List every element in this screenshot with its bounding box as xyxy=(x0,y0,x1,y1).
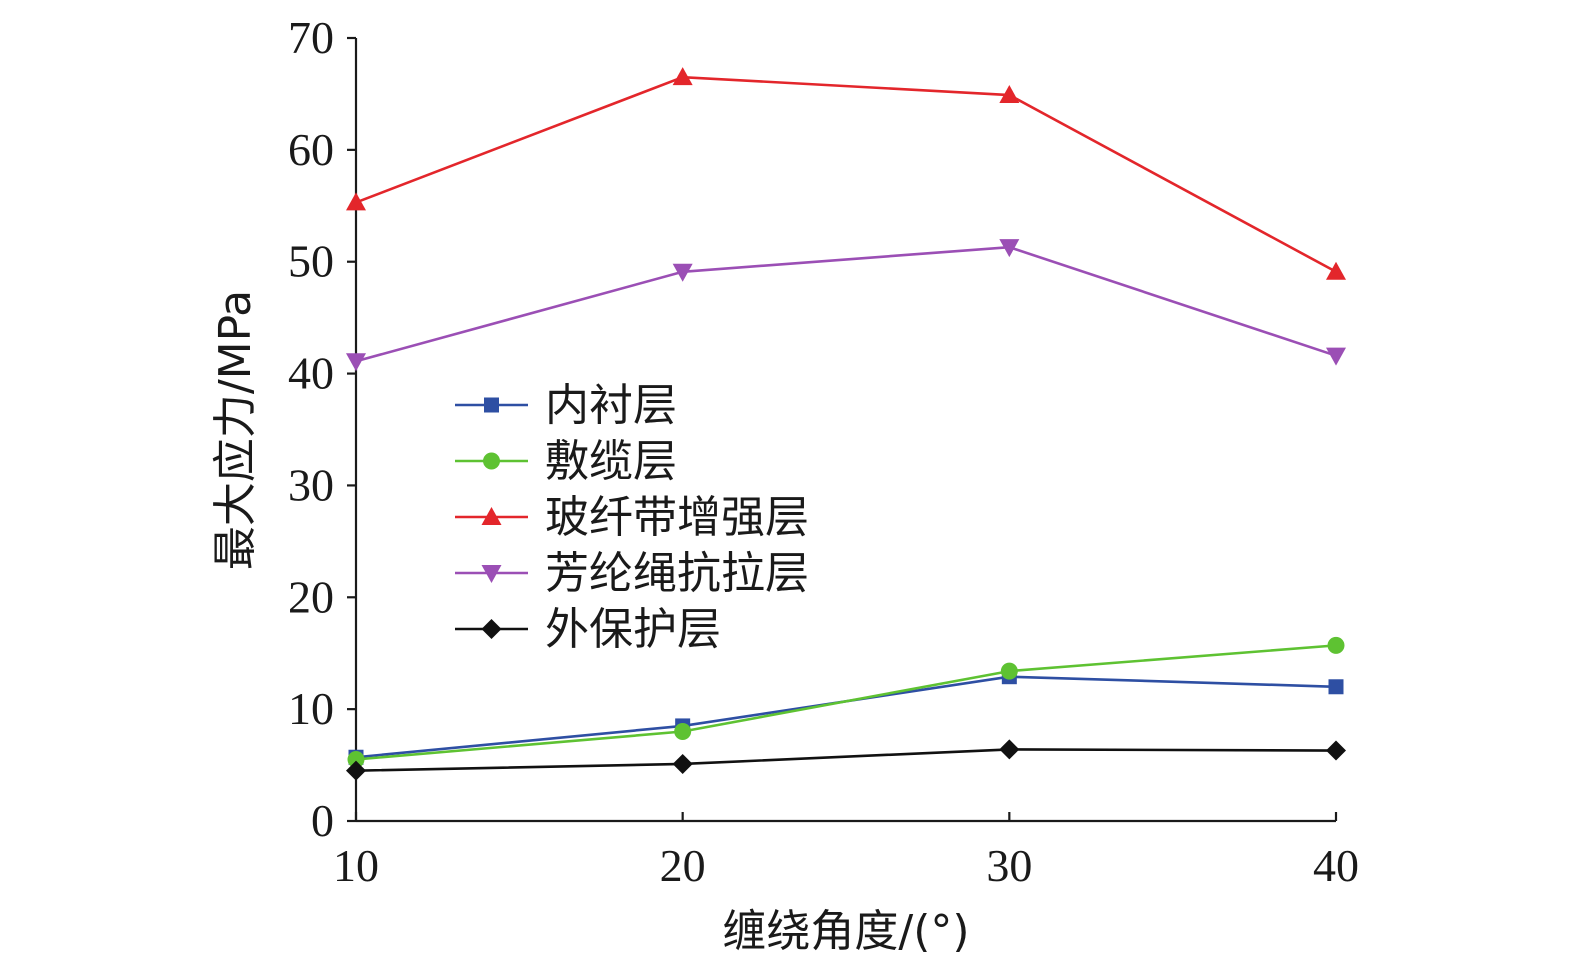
series-line xyxy=(355,644,1337,761)
data-point xyxy=(346,192,366,211)
y-tick-label: 70 xyxy=(288,12,334,63)
data-point xyxy=(672,753,693,774)
y-tick-label: 0 xyxy=(311,795,334,846)
y-tick-label: 40 xyxy=(288,348,334,399)
series-line xyxy=(355,748,1337,772)
y-tick-label: 10 xyxy=(288,683,334,734)
data-point xyxy=(1326,347,1346,366)
x-tick-label: 30 xyxy=(986,840,1032,891)
series-layer xyxy=(346,67,1346,781)
data-point xyxy=(674,723,692,741)
legend-marker xyxy=(484,397,499,413)
legend-label: 外保护层 xyxy=(545,604,721,655)
data-point xyxy=(1327,636,1345,654)
y-tick-label: 20 xyxy=(288,571,334,622)
data-point xyxy=(346,760,366,781)
legend-label: 敷缆层 xyxy=(545,436,677,487)
data-point xyxy=(346,353,366,372)
y-axis-title: 最大应力/MPa xyxy=(210,290,261,570)
legend-item: 内衬层 xyxy=(455,380,677,431)
legend-marker xyxy=(483,452,500,470)
series-line xyxy=(355,75,1337,273)
legend-item: 玻纤带增强层 xyxy=(455,492,809,543)
data-point xyxy=(672,263,693,282)
data-point xyxy=(672,67,693,86)
data-point xyxy=(999,239,1020,258)
series-line xyxy=(355,245,1337,363)
x-tick-label: 40 xyxy=(1313,840,1359,891)
data-point xyxy=(999,739,1020,760)
data-point xyxy=(1328,679,1344,695)
legend-marker xyxy=(481,565,502,583)
legend-label: 芳纶绳抗拉层 xyxy=(545,548,809,599)
x-tick-label: 20 xyxy=(660,840,706,891)
series-4 xyxy=(346,239,1346,372)
y-tick-label: 60 xyxy=(288,124,334,175)
data-point xyxy=(1326,740,1346,761)
data-point xyxy=(1326,261,1346,280)
legend-marker xyxy=(481,507,502,525)
legend-item: 芳纶绳抗拉层 xyxy=(455,548,809,599)
legend-marker xyxy=(481,619,502,639)
y-tick-label: 50 xyxy=(288,236,334,287)
data-point xyxy=(1000,662,1018,680)
x-axis-title: 缠绕角度/(°) xyxy=(722,906,969,957)
legend-item: 敷缆层 xyxy=(455,436,677,487)
series-3 xyxy=(346,67,1346,280)
series-2 xyxy=(347,636,1345,768)
legend-label: 内衬层 xyxy=(545,380,677,431)
x-tick-label: 10 xyxy=(333,840,379,891)
data-point xyxy=(347,750,365,768)
legend-label: 玻纤带增强层 xyxy=(545,492,809,543)
series-5 xyxy=(346,739,1346,781)
data-point xyxy=(999,85,1020,104)
y-tick-label: 30 xyxy=(288,459,334,510)
legend-item: 外保护层 xyxy=(455,604,721,655)
series-line xyxy=(355,675,1337,759)
